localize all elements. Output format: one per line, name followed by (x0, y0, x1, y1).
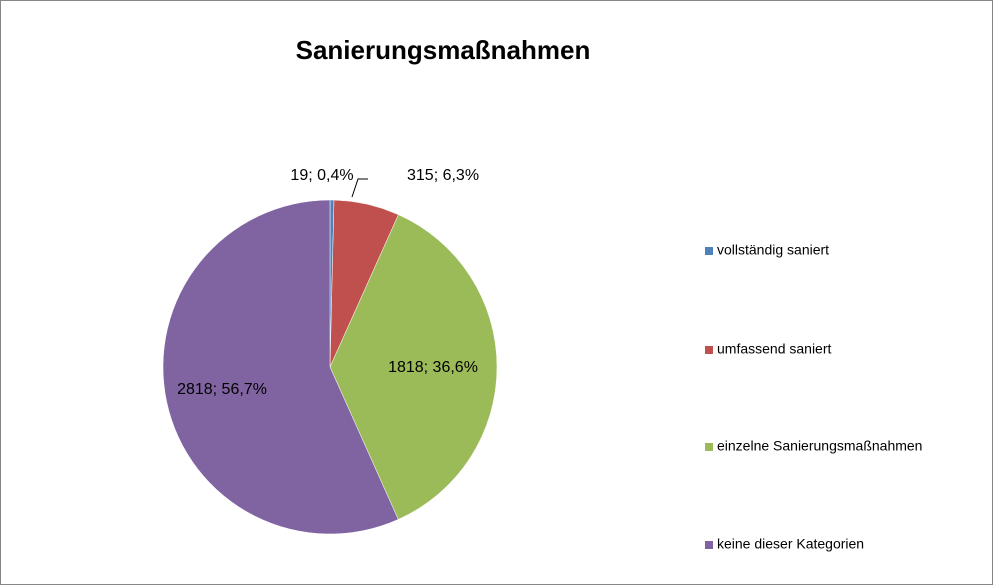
data-label: 1818; 36,6% (388, 359, 478, 376)
data-label: 315; 6,3% (407, 167, 479, 184)
data-label: 2818; 56,7% (177, 381, 267, 398)
legend-swatch (705, 443, 713, 451)
pie-slice (162, 199, 399, 535)
legend-swatch (705, 247, 713, 255)
legend-label: umfassend saniert (717, 341, 832, 357)
legend-swatch (705, 541, 713, 549)
data-label: 19; 0,4% (290, 167, 353, 184)
legend-swatch (705, 346, 713, 354)
legend-label: vollständig saniert (717, 242, 829, 258)
legend-label: keine dieser Kategorien (717, 536, 864, 552)
chart-title: Sanierungsmaßnahmen (296, 35, 591, 65)
pie-slice (329, 214, 498, 520)
leader-line (351, 178, 368, 198)
legend-label: einzelne Sanierungsmaßnahmen (717, 438, 922, 454)
